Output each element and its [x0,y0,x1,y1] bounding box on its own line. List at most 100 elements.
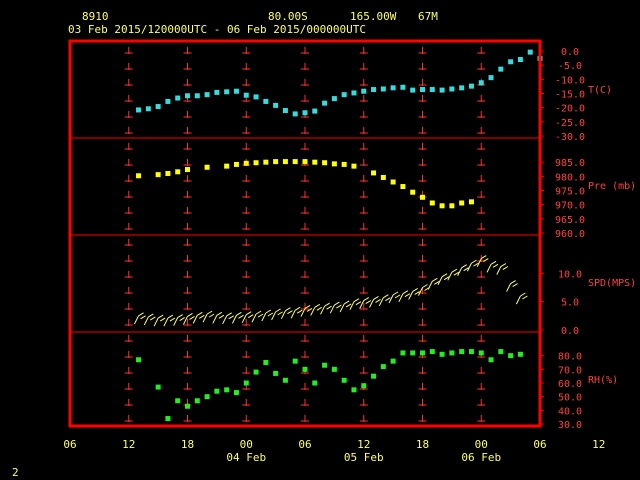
wind-barb [300,308,306,317]
data-layer [134,49,543,422]
data-point [194,93,200,99]
data-point [410,350,416,356]
wind-barb-flag [451,268,458,273]
data-point [243,160,249,166]
y-tick-label: 985.0 [555,158,585,169]
wind-barb-flag [471,259,477,264]
data-point [204,394,210,400]
data-point [204,164,210,170]
wind-barb [261,312,267,322]
x-date-label: 05 Feb [344,451,384,464]
y-tick-label: 980.0 [555,172,585,183]
data-point [312,159,318,165]
wind-barb-flag [392,291,399,296]
data-point [361,88,367,94]
wind-barb-flag [157,314,164,319]
wind-barb-flag [167,314,174,319]
data-point [459,85,465,91]
y-tick-label: -30.0 [555,132,585,143]
data-point [527,49,533,55]
wind-barb-flag [206,310,213,315]
plot-frame [68,39,542,428]
data-point [498,349,504,355]
wind-barb-flag [304,305,311,309]
data-point [517,351,523,357]
wind-barb-flag [490,260,497,265]
wind-barb [192,315,198,324]
data-point [253,94,259,100]
data-point [263,98,269,104]
data-point [322,362,328,368]
wind-barb-flag [394,294,401,299]
y-tick-label: 60.0 [558,379,582,390]
data-point [165,98,171,104]
wind-barb [173,317,179,326]
wind-barb-flag [148,313,154,318]
wind-barb-flag [169,317,176,322]
wind-barb [515,295,521,305]
y-tick-label: -15.0 [555,90,585,101]
data-point [175,95,181,101]
wind-barb-flag [138,312,144,317]
data-point [273,102,279,108]
wind-barb-flag [306,308,313,312]
wind-barb-flag [208,313,215,318]
x-tick-label: 06 [63,438,76,451]
data-point [302,159,308,165]
data-point [233,161,239,167]
station-elev: 67M [418,10,438,23]
wind-barb-flag [245,311,252,316]
data-point [185,167,190,173]
wind-barb [241,314,247,324]
data-point [224,89,230,95]
data-point [410,87,416,93]
data-point [194,398,200,404]
y-tick-label: -25.0 [555,118,585,129]
data-point [341,161,347,167]
wind-barb-flag [345,303,352,308]
x-date-label: 04 Feb [226,451,266,464]
wind-barb-flag [189,315,195,320]
data-point [439,87,445,93]
grid-layer [70,47,540,422]
wind-barb [153,317,159,327]
data-point [273,159,279,165]
wind-barb [329,304,335,314]
data-point [410,189,416,195]
wind-barb-flag [480,255,487,260]
wind-barb-flag [461,264,467,269]
wind-barb-flag [473,262,479,267]
y-tick-label: 70.0 [558,365,582,376]
wind-barb [427,281,433,290]
wind-barb-flag [228,315,234,320]
wind-barb-flag [453,271,460,276]
data-point [331,366,337,372]
y-tick-label: 5.0 [561,298,579,309]
wind-barb [388,294,394,304]
wind-barb-flag [385,297,391,302]
data-point [204,92,210,98]
wind-barb [486,264,492,273]
data-point [478,80,484,86]
data-point [136,107,142,113]
wind-barb-flag [257,313,264,318]
wind-barb-flag [353,298,360,303]
data-point [214,89,220,95]
data-point [341,377,347,383]
data-point [449,86,455,92]
data-point [439,203,445,209]
wind-barb-flag [316,306,323,311]
data-point [136,173,142,179]
wind-barb-flag [441,273,448,278]
wind-barb [163,317,169,327]
y-tick-label: 0.0 [561,47,579,58]
data-point [292,159,298,165]
wind-barb-flag [226,312,232,317]
page-number: 2 [12,466,19,479]
x-tick-label: 12 [122,438,135,451]
data-point [292,358,298,364]
data-point [331,96,337,102]
wind-barb-flag [463,267,469,272]
x-tick-label: 12 [592,438,605,451]
